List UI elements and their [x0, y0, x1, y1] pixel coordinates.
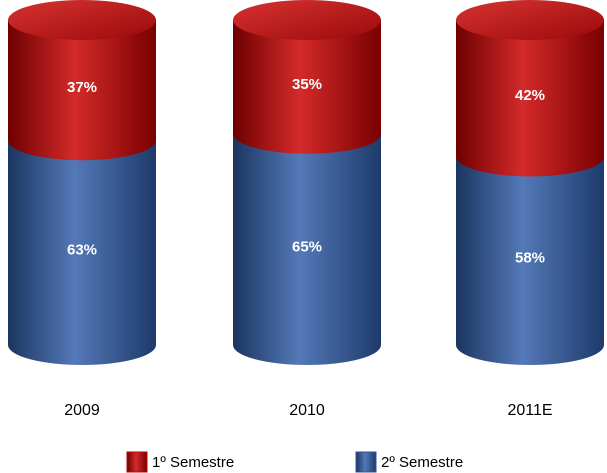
cylinder-segment: [456, 20, 605, 177]
value-label: 35%: [292, 76, 322, 93]
legend-label: 1º Semestre: [152, 454, 234, 471]
x-tick-label: 2011E: [507, 402, 552, 419]
cylinder-segment: [233, 133, 381, 365]
value-label: 63%: [67, 242, 97, 259]
value-label: 58%: [515, 250, 545, 267]
value-label: 37%: [67, 79, 97, 96]
cylinder-cap: [456, 0, 604, 40]
cylinder-cap: [8, 0, 156, 40]
value-label: 65%: [292, 238, 322, 255]
legend-swatch: [355, 451, 377, 473]
legend-label: 2º Semestre: [381, 454, 463, 471]
cylinder-segment: [233, 20, 381, 154]
legend-swatch: [126, 451, 148, 473]
cylinder-cap: [233, 0, 381, 40]
cylinder-segment: [8, 140, 156, 365]
x-tick-label: 2010: [289, 402, 325, 419]
x-tick-label: 2009: [64, 402, 100, 419]
cylinder-segment: [456, 156, 604, 365]
value-label: 42%: [515, 87, 545, 104]
cylinder-segment: [8, 20, 156, 161]
